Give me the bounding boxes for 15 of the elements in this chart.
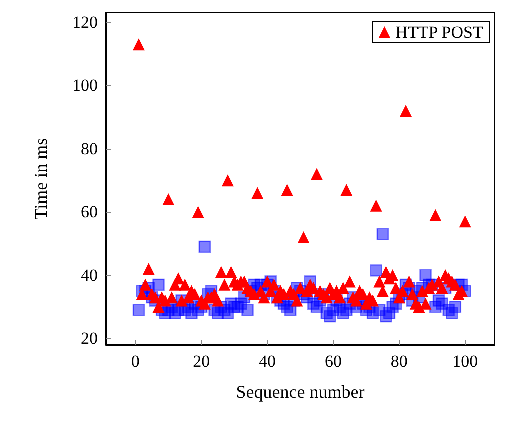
y-tick-label: 60 [81, 202, 98, 222]
x-tick-label: 0 [131, 352, 140, 371]
y-tick-label: 120 [72, 12, 98, 32]
y-tick-label: 80 [81, 139, 98, 158]
y-tick-label: 100 [72, 76, 98, 96]
x-axis-title: Sequence number [236, 382, 365, 402]
x-tick-label: 20 [193, 352, 210, 371]
y-tick-label: 20 [81, 329, 98, 348]
x-tick-label: 100 [452, 352, 478, 371]
x-tick-label: 40 [259, 352, 276, 371]
y-axis-title: Time in ms [31, 138, 51, 220]
y-tick-label: 40 [81, 266, 98, 285]
x-tick-label: 80 [390, 352, 408, 371]
legend-label: HTTP POST [396, 23, 484, 42]
x-tick-label: 60 [324, 352, 342, 371]
